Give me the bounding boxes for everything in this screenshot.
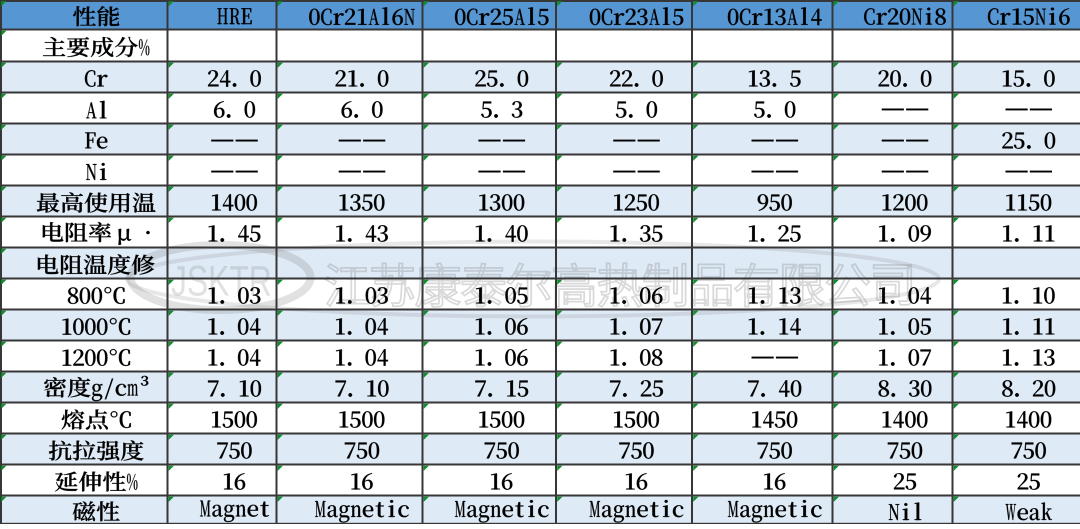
svg-text:JSKTR: JSKTR [171,258,272,306]
